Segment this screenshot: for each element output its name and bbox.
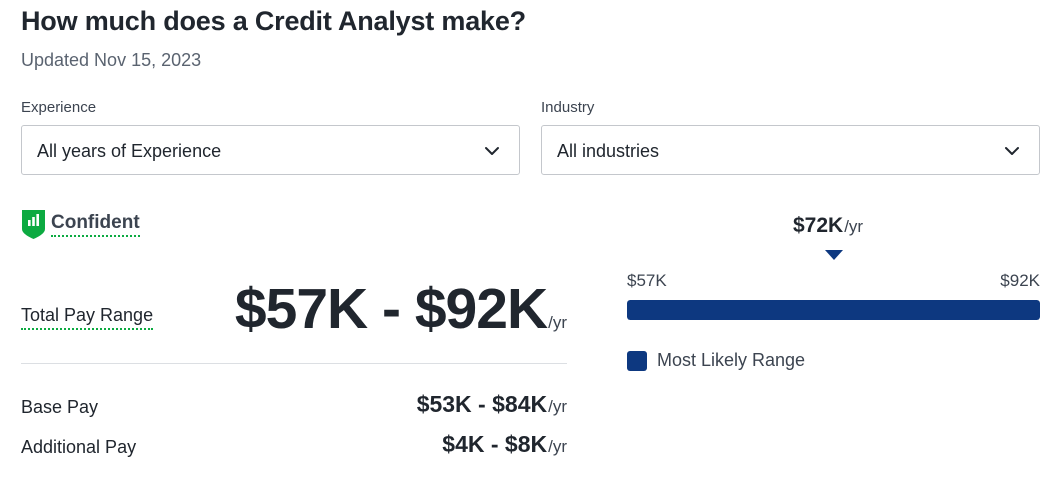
- pay-range-bar: [627, 300, 1040, 320]
- confidence-label: Confident: [51, 212, 140, 237]
- total-pay-amount: $57K - $92K: [234, 277, 548, 341]
- legend-label: Most Likely Range: [657, 350, 806, 370]
- bar-chart-shield-icon: [22, 210, 45, 239]
- total-pay-range-label[interactable]: Total Pay Range: [21, 305, 154, 330]
- base-pay-value: $53K - $84K /yr: [417, 391, 567, 418]
- chevron-down-icon: [485, 147, 499, 155]
- chevron-down-icon: [1005, 147, 1019, 155]
- median-pay: $72K /yr: [793, 214, 863, 238]
- range-min-label: $57K: [627, 271, 667, 290]
- most-likely-range-fill: [627, 300, 1040, 320]
- range-max-label: $92K: [1000, 271, 1040, 290]
- experience-select[interactable]: All years of Experience: [21, 125, 520, 175]
- experience-select-value: All years of Experience: [37, 141, 222, 161]
- total-pay-unit: /yr: [548, 313, 567, 332]
- updated-date: Updated Nov 15, 2023: [21, 50, 202, 70]
- additional-pay-label: Additional Pay: [21, 437, 137, 457]
- total-pay-range-value: $57K - $92K /yr: [235, 276, 567, 342]
- divider: [21, 363, 567, 364]
- confidence-indicator[interactable]: Confident: [21, 209, 140, 240]
- legend: Most Likely Range: [627, 350, 805, 371]
- industry-select-value: All industries: [557, 141, 660, 161]
- median-pay-unit: /yr: [844, 217, 864, 236]
- median-marker-icon: [825, 250, 843, 260]
- additional-pay-amount: $4K - $8K: [442, 431, 548, 457]
- experience-filter-label: Experience: [21, 99, 97, 116]
- legend-swatch: [627, 350, 647, 371]
- industry-filter-label: Industry: [541, 99, 595, 116]
- base-pay-amount: $53K - $84K: [416, 391, 548, 417]
- additional-pay-value: $4K - $8K /yr: [442, 431, 567, 458]
- page-title: How much does a Credit Analyst make?: [21, 6, 526, 36]
- base-pay-label: Base Pay: [21, 397, 99, 417]
- additional-pay-unit: /yr: [548, 437, 567, 456]
- base-pay-unit: /yr: [548, 397, 567, 416]
- industry-select[interactable]: All industries: [541, 125, 1040, 175]
- median-pay-amount: $72K: [793, 214, 844, 237]
